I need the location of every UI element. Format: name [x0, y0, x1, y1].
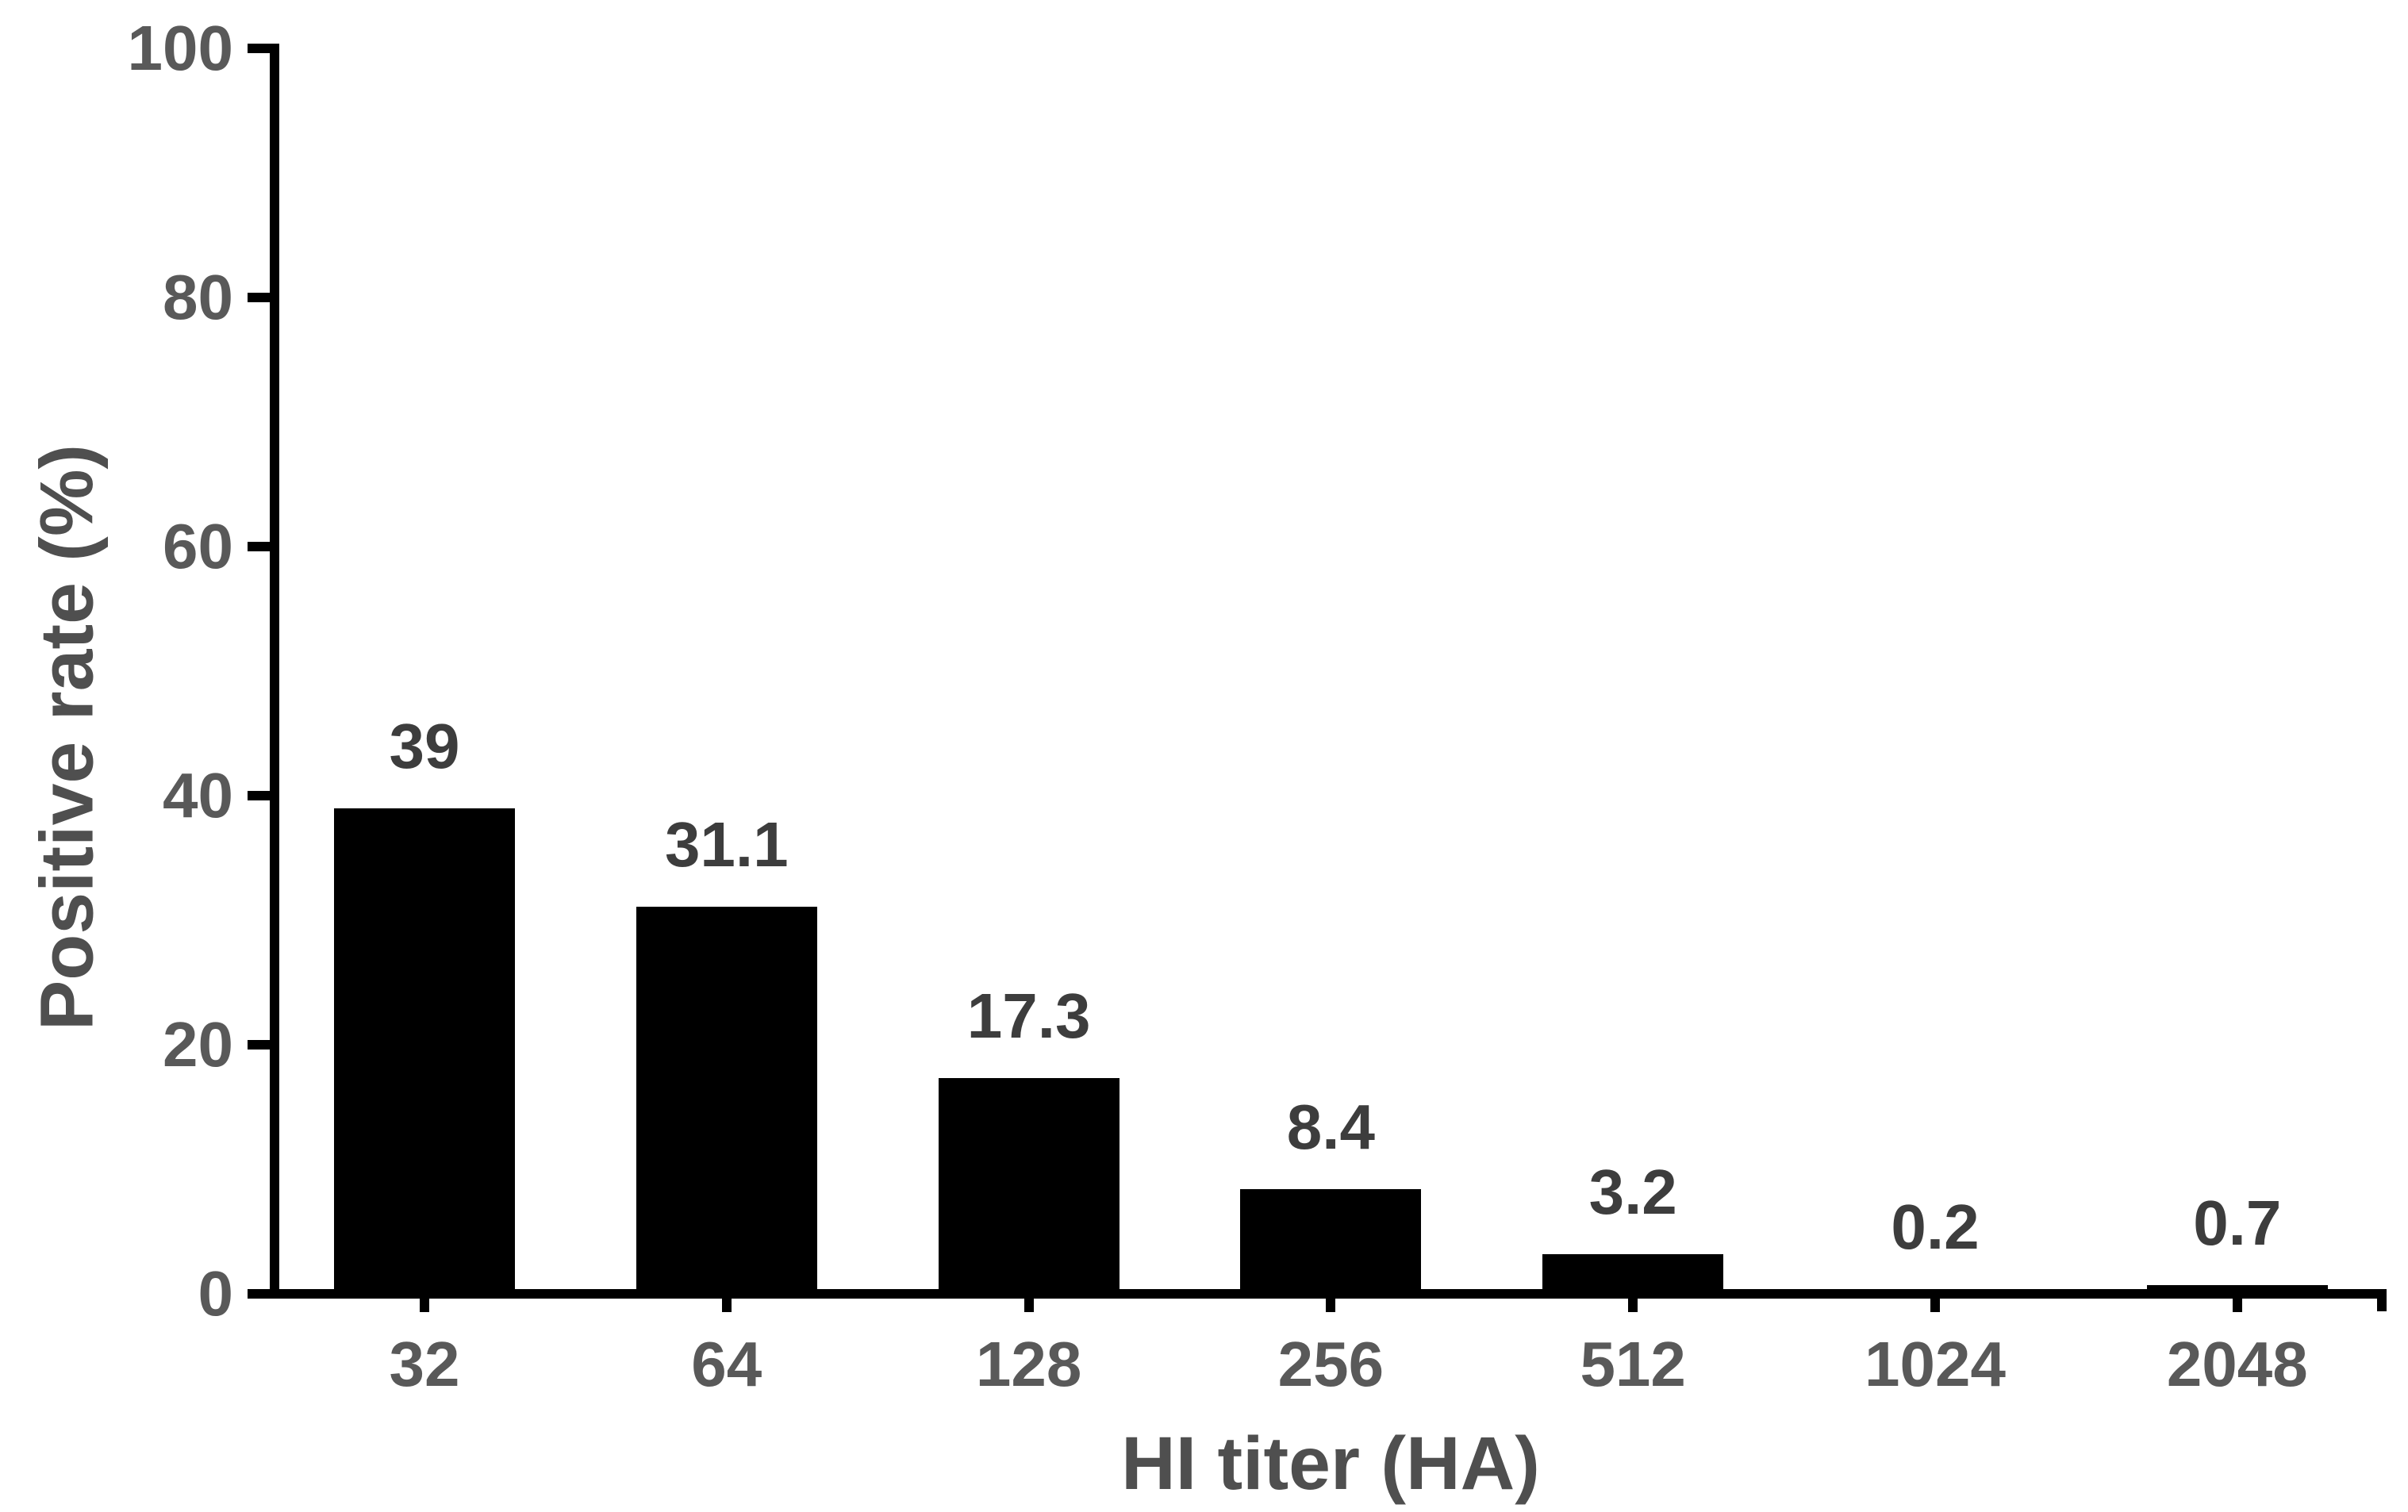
y-tick-label: 20 — [163, 1009, 233, 1080]
x-tick-label: 2048 — [2166, 1329, 2308, 1399]
x-tick-label: 32 — [389, 1329, 460, 1399]
y-tick-label: 60 — [163, 511, 233, 581]
bar-value-label: 39 — [389, 710, 460, 781]
x-tick — [1628, 1299, 1638, 1312]
x-tick — [1930, 1299, 1940, 1312]
x-tick-label: 64 — [691, 1329, 762, 1399]
bar — [636, 906, 817, 1299]
y-tick — [248, 1040, 270, 1050]
x-tick — [2232, 1299, 2242, 1312]
x-tick — [721, 1299, 732, 1312]
bar-value-label: 8.4 — [1286, 1092, 1375, 1163]
x-axis-title: HI titer (HA) — [1121, 1422, 1540, 1506]
bar-value-label: 0.2 — [1891, 1192, 1980, 1262]
x-tick — [420, 1299, 429, 1312]
x-axis-line — [248, 1289, 2387, 1299]
bar-value-label: 17.3 — [966, 980, 1091, 1052]
bar — [1240, 1189, 1422, 1299]
x-tick-label: 128 — [975, 1329, 1082, 1399]
x-axis-end-tick — [2377, 1289, 2387, 1311]
x-tick-label: 256 — [1277, 1329, 1385, 1399]
y-tick-label: 80 — [163, 262, 233, 332]
x-tick — [1326, 1299, 1336, 1312]
y-tick — [248, 293, 270, 302]
x-tick-label: 512 — [1580, 1329, 1686, 1399]
y-tick-label: 0 — [198, 1258, 234, 1329]
bar — [938, 1078, 1120, 1299]
y-axis-line — [270, 44, 279, 1299]
bar-value-label: 0.7 — [2193, 1188, 2282, 1258]
x-tick-label: 1024 — [1865, 1329, 2006, 1399]
y-tick-label: 100 — [127, 13, 233, 83]
y-tick-label: 40 — [163, 760, 233, 831]
bar-value-label: 3.2 — [1588, 1156, 1677, 1227]
y-tick — [248, 791, 270, 800]
y-tick — [248, 542, 270, 551]
y-tick — [248, 44, 270, 53]
x-tick — [1023, 1299, 1034, 1312]
bar-value-label: 31.1 — [664, 808, 789, 880]
bar — [334, 808, 515, 1299]
